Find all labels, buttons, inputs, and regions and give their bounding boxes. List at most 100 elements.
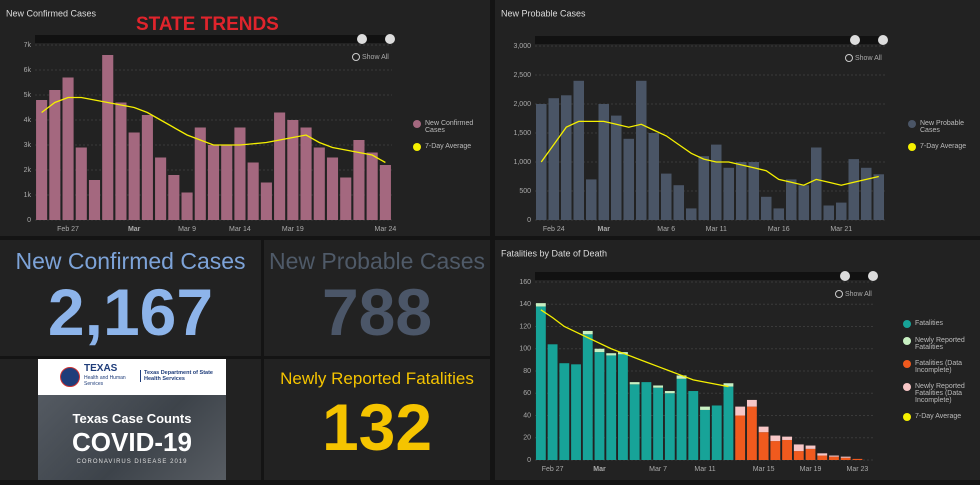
- bar: [761, 196, 772, 220]
- bar: [300, 127, 312, 220]
- scroll-bar: [535, 272, 875, 280]
- zoom-button[interactable]: Show All: [362, 54, 389, 61]
- legend-item[interactable]: New Confirmed Cases: [413, 120, 475, 134]
- scroll-handle[interactable]: [385, 34, 395, 44]
- y-tick-label: 2,000: [513, 101, 531, 108]
- zoom-icon[interactable]: [352, 53, 360, 61]
- legend-swatch: [413, 120, 421, 128]
- bar: [817, 455, 828, 460]
- bar: [194, 127, 206, 220]
- bar: [36, 100, 48, 220]
- bar: [366, 152, 378, 220]
- zoom-icon[interactable]: [845, 54, 853, 62]
- legend-label: New Probable Cases: [920, 120, 964, 134]
- y-tick-label: 0: [527, 217, 531, 224]
- bar: [686, 208, 697, 220]
- chart-title: New Probable Cases: [501, 8, 586, 18]
- bar: [535, 306, 546, 460]
- bar: [698, 156, 709, 220]
- bar: [571, 364, 581, 460]
- bar: [115, 102, 127, 220]
- legend: New Confirmed Cases 7-Day Average: [413, 120, 475, 160]
- legend-label: Newly Reported Fatalities: [915, 337, 965, 351]
- bar: [758, 426, 769, 433]
- y-tick-label: 0: [527, 457, 531, 464]
- bar: [793, 444, 804, 452]
- bar: [773, 208, 784, 220]
- scroll-handle[interactable]: [850, 35, 860, 45]
- scroll-bar: [535, 36, 885, 44]
- bar: [746, 406, 757, 460]
- kpi-panel: New Confirmed Cases 2,167: [0, 240, 261, 356]
- banner-heading: Texas Case Counts: [72, 411, 192, 426]
- x-tick-label: Mar 9: [178, 226, 196, 233]
- legend-label: 7-Day Average: [425, 143, 472, 150]
- legend-swatch: [413, 143, 421, 151]
- scroll-handle[interactable]: [357, 34, 367, 44]
- bar: [664, 391, 675, 394]
- legend-item[interactable]: 7-Day Average: [903, 413, 965, 421]
- legend-item[interactable]: 7-Day Average: [908, 143, 970, 151]
- legend-item[interactable]: Fatalities (Data Incomplete): [903, 360, 965, 374]
- bar: [736, 162, 747, 220]
- zoom-button[interactable]: Show All: [845, 291, 872, 298]
- y-tick-label: 4k: [24, 117, 32, 124]
- banner-title: COVID-19: [72, 427, 192, 457]
- bar: [594, 352, 605, 460]
- bar: [155, 157, 167, 220]
- x-tick-label: Mar 11: [706, 226, 727, 233]
- bar: [559, 363, 570, 460]
- x-tick-label: Feb 27: [542, 466, 564, 473]
- bar: [723, 383, 734, 387]
- legend-swatch: [903, 320, 911, 328]
- scroll-handle[interactable]: [840, 271, 850, 281]
- x-tick-label: Mar 11: [694, 466, 715, 473]
- y-tick-label: 1k: [24, 192, 32, 199]
- bar: [75, 147, 87, 220]
- zoom-button[interactable]: Show All: [855, 55, 882, 62]
- bar: [782, 439, 792, 460]
- bar: [786, 179, 797, 220]
- bar: [829, 456, 839, 460]
- bar: [770, 441, 781, 460]
- bar: [823, 205, 834, 220]
- legend-swatch: [903, 360, 911, 368]
- kpi-panel: New Probable Cases 788: [264, 240, 490, 356]
- x-tick-label: Feb 24: [543, 226, 565, 233]
- bar: [535, 303, 546, 307]
- y-tick-label: 40: [523, 412, 531, 419]
- bar: [711, 405, 722, 460]
- bar: [274, 112, 286, 220]
- bar: [62, 77, 74, 220]
- legend-item[interactable]: Fatalities: [903, 320, 965, 328]
- legend-item[interactable]: Newly Reported Fatalities (Data Incomple…: [903, 383, 965, 404]
- legend-item[interactable]: 7-Day Average: [413, 143, 475, 151]
- x-tick-label: Mar 24: [374, 226, 396, 233]
- bar: [700, 406, 710, 410]
- bar: [848, 159, 859, 220]
- bar: [594, 348, 605, 353]
- department: Texas Department of State Health Service…: [140, 370, 228, 382]
- legend-item[interactable]: New Probable Cases: [908, 120, 970, 134]
- legend-swatch: [903, 413, 911, 421]
- bar: [221, 145, 233, 220]
- bar: [181, 192, 193, 220]
- bar: [861, 167, 872, 220]
- logo: [60, 367, 80, 387]
- bar: [653, 387, 664, 460]
- scroll-handle[interactable]: [878, 35, 888, 45]
- bar: [811, 147, 822, 220]
- page-title: STATE TRENDS: [136, 14, 279, 35]
- bar: [873, 174, 884, 220]
- x-tick-label: Mar: [593, 466, 606, 473]
- legend-item[interactable]: Newly Reported Fatalities: [903, 337, 965, 351]
- chart-panel: New Probable Cases Show All 0 500 1,000 1,500…: [495, 0, 980, 236]
- zoom-icon[interactable]: [835, 290, 843, 298]
- bar: [648, 133, 659, 220]
- scroll-handle[interactable]: [868, 271, 878, 281]
- bar: [234, 127, 246, 220]
- bar: [723, 386, 734, 460]
- chart-title: Fatalities by Date of Death: [501, 248, 607, 258]
- legend-label: New Confirmed Cases: [425, 120, 474, 134]
- x-tick-label: Mar: [128, 226, 141, 233]
